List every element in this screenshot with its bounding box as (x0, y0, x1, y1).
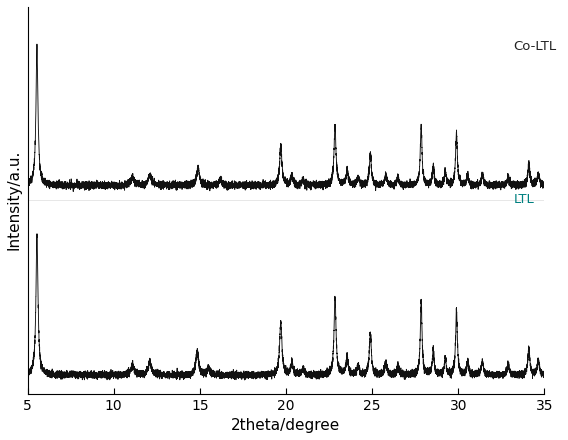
X-axis label: 2theta/degree: 2theta/degree (231, 418, 341, 433)
Y-axis label: Intensity/a.u.: Intensity/a.u. (7, 150, 22, 250)
Text: Co-LTL: Co-LTL (513, 40, 557, 53)
Text: LTL: LTL (513, 193, 534, 206)
